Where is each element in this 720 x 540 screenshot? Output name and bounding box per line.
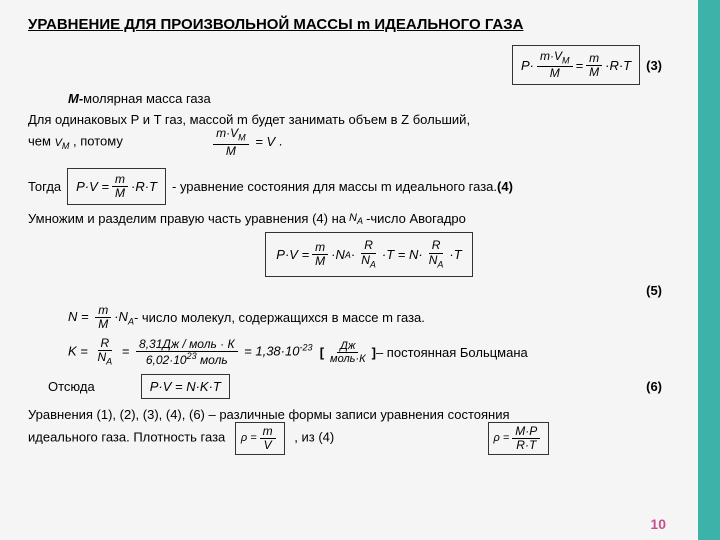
vm-symbol: VM xyxy=(55,137,70,149)
density-result: ρ = M·PR·T xyxy=(488,422,550,455)
na-symbol: NA xyxy=(346,212,366,226)
equation-6: P·V = N·K·T xyxy=(141,374,230,399)
final-text-2b: , из (4) xyxy=(294,429,334,444)
molecules-text: - число молекул, содержащихся в массе m … xyxy=(134,310,425,325)
page-number: 10 xyxy=(650,516,666,532)
molar-M: М- xyxy=(68,91,83,106)
equation-3: P·m·VMM = mM·R·T xyxy=(512,45,640,85)
boltzmann-equation: K = RNA = 8,31Дж / моль · К 6,02·1023 мо… xyxy=(68,337,312,367)
otsuda-label: Отсюда xyxy=(48,379,95,394)
accent-bar xyxy=(698,0,720,540)
equation-5: P·V = mM·NA· RNA·T = N·RNA·T xyxy=(265,232,472,276)
eq4-number: (4) xyxy=(497,179,513,194)
final-text-2a: идеального газа. Плотность газа xyxy=(28,429,229,444)
para1a: Для одинаковых P и T газ, массой m будет… xyxy=(28,112,470,127)
equation-4: P·V = mM·R·T xyxy=(67,168,166,205)
page-title: УРАВНЕНИЕ ДЛЯ ПРОИЗВОЛЬНОЙ МАССЫ m ИДЕАЛ… xyxy=(28,16,670,33)
eq6-number: (6) xyxy=(646,379,670,394)
molar-mass-label: молярная масса газа xyxy=(83,91,211,106)
para1b: чем xyxy=(28,134,55,149)
togda-label: Тогда xyxy=(28,179,61,194)
final-text-1: Уравнения (1), (2), (3), (4), (6) – разл… xyxy=(28,407,510,422)
density-eq: ρ = mV xyxy=(235,422,285,455)
avogadro-text: -число Авогадро xyxy=(366,211,466,226)
eq4-text: - уравнение состояния для массы m идеаль… xyxy=(172,179,497,194)
multiply-text: Умножим и разделим правую часть уравнени… xyxy=(28,211,346,226)
para1c: , потому xyxy=(73,134,123,149)
boltzmann-text: – постоянная Больцмана xyxy=(376,345,528,360)
eq5-number: (5) xyxy=(646,283,670,298)
vm-equation: m·VMM = V xyxy=(210,134,279,149)
eq3-number: (3) xyxy=(646,58,670,73)
n-equation: N = mM·NA xyxy=(68,304,134,331)
